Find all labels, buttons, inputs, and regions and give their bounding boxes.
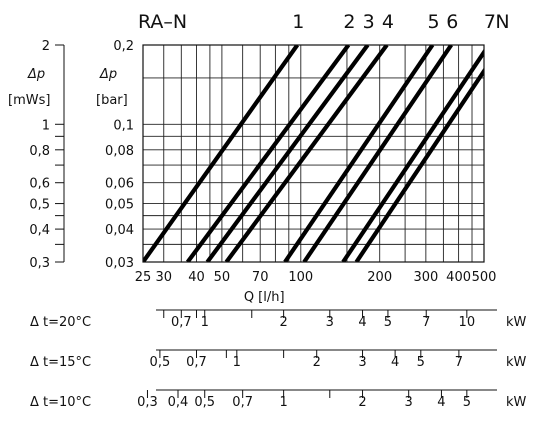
temperature-scale-unit: kW — [506, 355, 527, 370]
temperature-scale-tick-label: 5 — [417, 355, 425, 370]
series-label: 4 — [382, 11, 394, 33]
temperature-scale-tick-label: 5 — [384, 315, 392, 330]
series-line — [341, 48, 484, 262]
temperature-scale-tick-label: 10 — [459, 315, 476, 330]
temperature-scale-tick-label: 1 — [201, 315, 209, 330]
plot-border — [142, 44, 485, 263]
series-line — [185, 45, 351, 262]
temperature-scale-tick-label: 2 — [313, 355, 321, 370]
temperature-scale-tick-label: 0,5 — [150, 355, 171, 370]
series-label: 1 — [292, 11, 304, 33]
y-axis-unit-bar: [bar] — [96, 93, 128, 108]
temperature-scale-label: Δ t=10°C — [30, 395, 91, 410]
y-tick-label-bar: 0,03 — [105, 256, 134, 271]
temperature-scale-tick-label: 1 — [233, 355, 241, 370]
y-tick-label-mws: 0,4 — [29, 223, 50, 238]
chart-title: RA–N — [138, 11, 187, 33]
x-tick-label: 30 — [155, 270, 172, 285]
temperature-scale-tick-label: 4 — [391, 355, 399, 370]
grid — [142, 44, 485, 263]
series-label: 2 — [343, 11, 355, 33]
series-label: N — [495, 11, 509, 33]
series-label: 5 — [427, 11, 439, 33]
x-tick-label: 50 — [214, 270, 231, 285]
y-tick-label-bar: 0,1 — [113, 118, 134, 133]
series-line — [302, 45, 453, 262]
series-label: 3 — [363, 11, 375, 33]
temperature-scale-tick-label: 0,7 — [171, 315, 192, 330]
temperature-scale-tick-label: 0,5 — [194, 395, 215, 410]
y-tick-label-mws: 1 — [42, 118, 50, 133]
series-label: 7 — [484, 11, 496, 33]
temperature-scales: Δ t=20°C kW 0,7 1 2 3 4 5 7 10 Δ t=15°C kW 0,5 0,7 1 2 3… — [30, 309, 527, 410]
y-tick-label-mws: 0,6 — [29, 177, 50, 192]
y-tick-label-bar: 0,06 — [105, 177, 134, 192]
y-axis-unit-mws: [mWs] — [8, 93, 50, 108]
y-tick-label-mws: 0,3 — [29, 256, 50, 271]
temperature-scale-tick-label: 0,4 — [168, 395, 189, 410]
temperature-scale-unit: kW — [506, 315, 527, 330]
y-axis-label-mws: Δp — [27, 67, 45, 82]
x-tick-label: 400 — [446, 270, 471, 285]
temperature-scale-tick-label: 0,7 — [232, 395, 253, 410]
x-tick-label: 70 — [252, 270, 269, 285]
x-tick-label: 500 — [472, 270, 497, 285]
y-axis-label-bar: Δp — [99, 67, 117, 82]
temperature-scale-tick-label: 4 — [358, 315, 366, 330]
y-tick-label-bar: 0,05 — [105, 198, 134, 213]
series-labels: 1 2 3 4 5 6 7 N RA–N — [138, 11, 510, 33]
temperature-scale-tick-label: 0,3 — [137, 395, 158, 410]
series-label: 6 — [446, 11, 458, 33]
temperature-scale-label: Δ t=15°C — [30, 355, 91, 370]
temperature-scale-tick-label: 2 — [358, 395, 366, 410]
x-tick-label: 200 — [367, 270, 392, 285]
temperature-scale-tick-label: 7 — [455, 355, 463, 370]
temperature-scale-tick-label: 3 — [326, 315, 334, 330]
x-tick-label: 40 — [188, 270, 205, 285]
temperature-scale-tick-label: 3 — [405, 395, 413, 410]
y-tick-label-bar: 0,2 — [113, 39, 134, 54]
y-tick-label-mws: 0,5 — [29, 198, 50, 213]
series-line — [283, 45, 435, 262]
series-lines — [143, 45, 484, 262]
series-line — [205, 45, 370, 262]
temperature-scale-tick-label: 0,7 — [186, 355, 207, 370]
x-tick-label: 300 — [413, 270, 438, 285]
x-tick-label: 25 — [135, 270, 152, 285]
y-tick-label-mws: 0,8 — [29, 144, 50, 159]
temperature-scale-unit: kW — [506, 395, 527, 410]
axes: 25 30 40 50 70 100 200 300 400 500 Q [l/h] 0,03 0,04… — [8, 39, 496, 305]
series-line — [354, 67, 484, 262]
temperature-scale-label: Δ t=20°C — [30, 315, 91, 330]
plot-frame — [142, 44, 485, 263]
x-axis-label: Q [l/h] — [244, 290, 285, 305]
series-line — [143, 45, 300, 262]
y-tick-label-bar: 0,04 — [105, 223, 134, 238]
x-tick-label: 100 — [288, 270, 313, 285]
temperature-scale-tick-label: 1 — [279, 395, 287, 410]
y-tick-label-mws: 2 — [42, 39, 50, 54]
temperature-scale-tick-label: 7 — [422, 315, 430, 330]
series-line — [224, 45, 389, 262]
temperature-scale-tick-label: 4 — [437, 395, 445, 410]
temperature-scale-tick-label: 5 — [463, 395, 471, 410]
y-tick-label-bar: 0,08 — [105, 144, 134, 159]
temperature-scale-tick-label: 2 — [279, 315, 287, 330]
temperature-scale-tick-label: 3 — [358, 355, 366, 370]
